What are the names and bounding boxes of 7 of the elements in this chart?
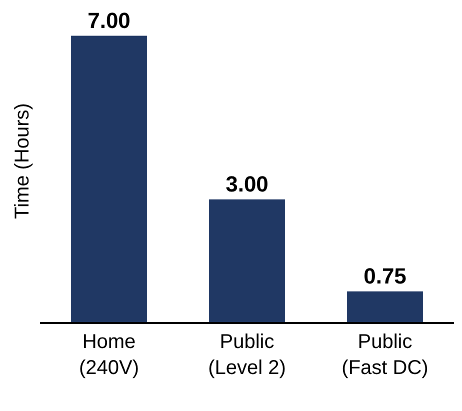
y-axis-title: Time (Hours) <box>12 103 34 219</box>
data-label: 7.00 <box>88 8 130 33</box>
x-tick-label: Home (240V) <box>78 331 140 379</box>
data-label: 3.00 <box>226 171 268 196</box>
data-label: 0.75 <box>364 263 406 288</box>
x-tick-label: Public (Fast DC) <box>342 331 428 379</box>
x-tick-label: Public (Level 2) <box>208 331 286 379</box>
